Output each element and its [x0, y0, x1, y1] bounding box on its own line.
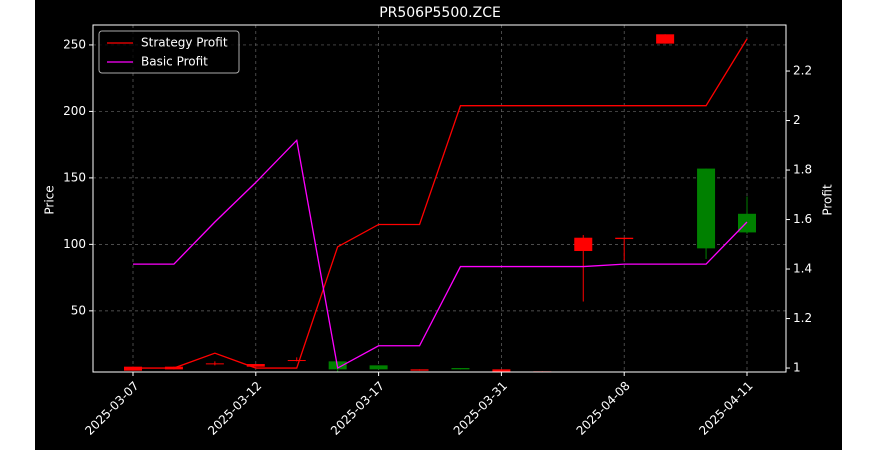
profit-line [133, 38, 748, 369]
profit-line [133, 138, 748, 370]
legend-label: Basic Profit [141, 55, 208, 69]
y2-tick-label: 1.4 [793, 262, 812, 276]
candle-body [451, 368, 470, 370]
y-tick-label: 200 [63, 104, 86, 118]
candle-body [656, 34, 675, 44]
legend-box [98, 30, 240, 74]
y2-tick-label: 2 [793, 113, 801, 127]
y2-axis-label: Profit [821, 184, 835, 216]
candle-body [492, 369, 511, 372]
plot-frame [92, 24, 787, 373]
y2-tick-label: 1 [793, 361, 801, 375]
legend: Strategy Profit Basic Profit [98, 30, 240, 74]
candle-body [205, 363, 224, 365]
y-tick-label: 250 [63, 37, 86, 51]
y2-tick-label: 1.6 [793, 212, 812, 226]
candle-body [615, 237, 634, 240]
y2-tick-label: 1.8 [793, 163, 812, 177]
y-tick-label: 100 [63, 237, 86, 251]
candle-body [246, 364, 265, 367]
y-tick-label: 50 [71, 303, 86, 317]
candle-body [369, 365, 388, 370]
chart-title: PR506P5500.ZCE [379, 5, 501, 21]
y2-tick-label: 2.2 [793, 64, 812, 78]
y2-tick-label: 1.2 [793, 311, 812, 325]
candle-body [574, 237, 593, 252]
candle-body [738, 213, 756, 233]
candle-body [287, 360, 306, 362]
legend-label: Strategy Profit [141, 36, 228, 50]
candle-body [697, 168, 716, 249]
y-tick-label: 150 [63, 170, 86, 184]
y-axis-label: Price [43, 185, 57, 214]
candle-body [410, 369, 429, 371]
